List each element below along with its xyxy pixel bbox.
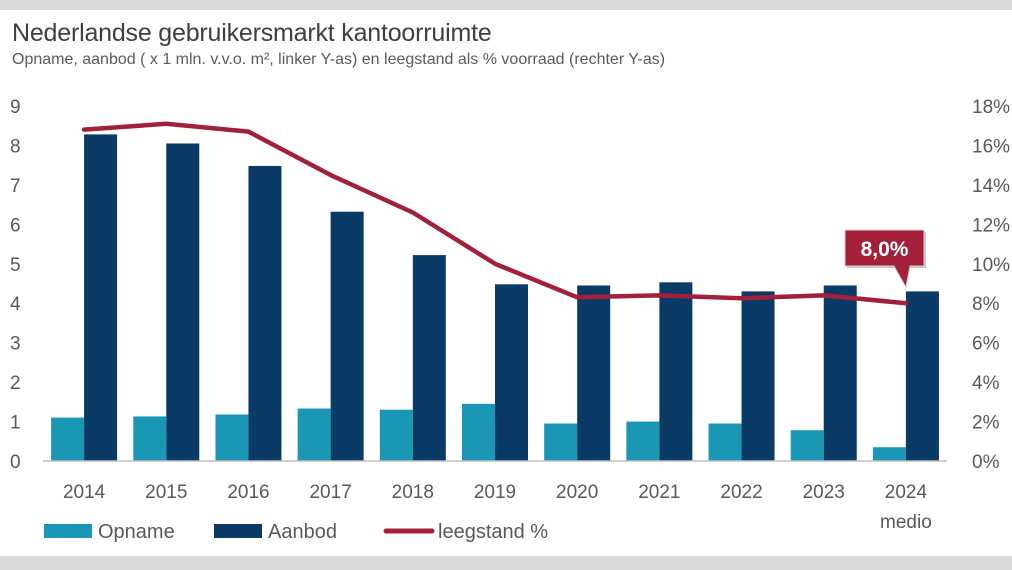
bar-aanbod xyxy=(330,211,364,461)
x-axis-category-label: 2014 xyxy=(63,482,106,503)
left-axis-tick-label: 3 xyxy=(10,334,21,355)
bar-opname xyxy=(790,430,824,461)
left-axis-tick-label: 0 xyxy=(10,452,21,473)
left-axis-tick-label: 2 xyxy=(10,373,21,394)
bar-opname xyxy=(626,421,660,461)
right-axis-tick-label: 14% xyxy=(972,176,1010,197)
bar-aanbod xyxy=(577,285,611,461)
x-axis-category-label: 2020 xyxy=(556,482,598,503)
left-axis-tick-label: 4 xyxy=(10,294,21,315)
bar-opname xyxy=(872,447,906,461)
x-axis-category-label: 2016 xyxy=(227,482,269,503)
right-axis-tick-label: 16% xyxy=(972,136,1010,157)
line-leegstand xyxy=(81,121,909,306)
right-axis-tick-label: 2% xyxy=(972,413,1000,434)
bar-opname xyxy=(297,408,331,461)
left-axis-tick-label: 7 xyxy=(10,176,21,197)
bar-aanbod xyxy=(659,282,693,461)
legend-swatch-aanbod xyxy=(214,524,262,538)
callout-box xyxy=(844,229,925,289)
bar-opname xyxy=(379,409,413,461)
bar-aanbod xyxy=(823,285,857,461)
bar-opname xyxy=(544,423,578,461)
bar-opname xyxy=(133,416,167,461)
x-axis-category-label: 2024 xyxy=(885,482,928,503)
x-axis-category-label: 2019 xyxy=(474,482,516,503)
x-axis-category-label: 2017 xyxy=(309,482,351,503)
bar-aanbod xyxy=(741,291,775,461)
legend-swatch-opname xyxy=(44,524,92,538)
bar-aanbod xyxy=(495,284,528,461)
right-axis-tick-label: 10% xyxy=(972,255,1010,276)
bar-aanbod xyxy=(84,134,118,461)
bar-opname xyxy=(215,414,249,461)
x-axis-category-label: 2022 xyxy=(720,482,762,503)
chart-subtitle: Opname, aanbod ( x 1 mln. v.v.o. m², lin… xyxy=(12,51,666,68)
x-axis-category-label: medio xyxy=(880,512,932,533)
bar-opname xyxy=(462,403,495,461)
bar-aanbod xyxy=(248,165,282,461)
chart-title: Nederlandse gebruikersmarkt kantoorruimt… xyxy=(12,19,492,47)
right-axis-tick-label: 18% xyxy=(972,97,1010,118)
x-axis-category-label: 2021 xyxy=(638,482,680,503)
legend-label-aanbod: Aanbod xyxy=(268,521,337,543)
left-axis-tick-label: 8 xyxy=(10,136,21,157)
left-axis-tick-label: 5 xyxy=(10,255,21,276)
bar-aanbod xyxy=(166,143,200,461)
x-axis-category-label: 2015 xyxy=(145,482,187,503)
right-axis-tick-label: 8% xyxy=(972,294,1000,315)
legend-label-line: leegstand % xyxy=(438,521,548,543)
legend-label-opname: Opname xyxy=(98,521,175,543)
right-axis-tick-label: 6% xyxy=(972,334,1000,355)
right-axis-tick-label: 0% xyxy=(972,452,1000,473)
x-axis-category-label: 2018 xyxy=(392,482,434,503)
bar-opname xyxy=(51,417,85,461)
left-axis-tick-label: 9 xyxy=(10,97,21,118)
bar-aanbod xyxy=(412,255,446,461)
right-axis-tick-label: 12% xyxy=(972,215,1010,236)
bar-aanbod xyxy=(905,291,939,461)
right-axis-tick-label: 4% xyxy=(972,373,1000,394)
callout-label: 8,0% xyxy=(861,238,909,261)
left-axis-tick-label: 1 xyxy=(10,413,21,434)
bar-opname xyxy=(708,423,742,461)
left-axis-tick-label: 6 xyxy=(10,215,21,236)
x-axis-category-label: 2023 xyxy=(803,482,845,503)
